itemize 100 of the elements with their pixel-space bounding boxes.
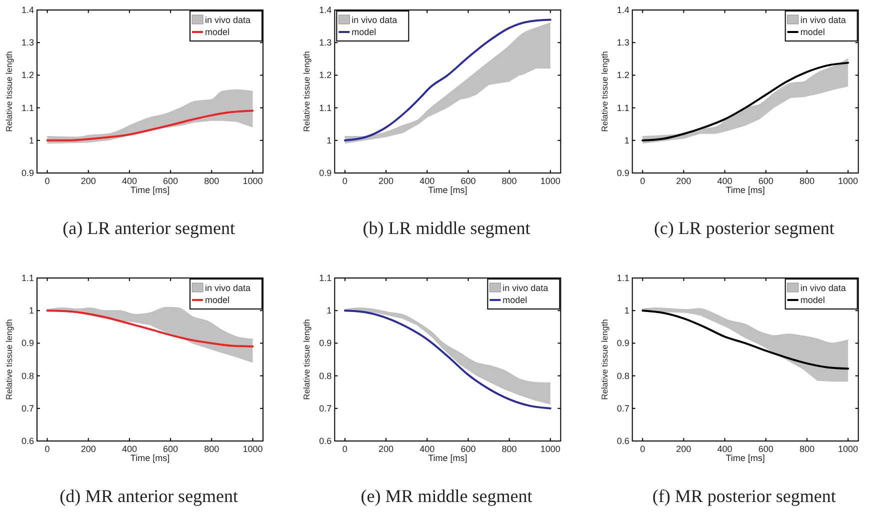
y-tick-label: 1.1 <box>616 102 630 113</box>
x-tick-label: 0 <box>342 444 348 454</box>
x-tick-label: 0 <box>44 176 50 186</box>
y-tick-label: 1 <box>326 306 332 316</box>
y-tick-label: 0.8 <box>616 370 630 381</box>
x-tick-label: 800 <box>799 176 814 186</box>
legend-label: model <box>502 295 528 305</box>
x-axis-title: Time [ms] <box>726 453 765 463</box>
x-tick-label: 200 <box>676 176 692 186</box>
legend-label: in vivo data <box>800 283 846 293</box>
y-tick-label: 0.7 <box>319 403 332 414</box>
x-tick-label: 200 <box>80 444 96 454</box>
y-tick-label: 1.4 <box>21 5 34 15</box>
x-tick-label: 1000 <box>540 444 560 454</box>
x-tick-label: 800 <box>799 444 814 454</box>
y-tick-label: 1.3 <box>21 38 34 48</box>
x-tick-label: 800 <box>204 444 220 454</box>
x-tick-label: 0 <box>44 444 50 454</box>
y-tick-label: 0.9 <box>616 338 630 348</box>
y-tick-label: 1 <box>326 135 332 146</box>
y-axis-title: Relative tissue length <box>4 318 14 400</box>
x-axis-title: Time [ms] <box>428 185 468 195</box>
legend-label: in vivo data <box>502 283 548 293</box>
x-tick-label: 200 <box>676 444 692 454</box>
legend-label: model <box>352 27 376 37</box>
y-tick-label: 0.9 <box>319 338 332 348</box>
y-tick-label: 0.9 <box>616 168 630 178</box>
x-tick-label: 400 <box>420 444 435 454</box>
x-axis-title: Time [ms] <box>428 453 468 463</box>
y-tick-label: 1.4 <box>319 5 332 15</box>
x-tick-label: 800 <box>502 444 517 454</box>
text: (e) MR middle segment <box>360 486 532 506</box>
y-tick-label: 1.2 <box>616 70 630 80</box>
x-tick-label: 400 <box>717 176 732 186</box>
y-tick-label: 1.1 <box>319 273 332 283</box>
y-tick-label: 1.3 <box>319 38 332 48</box>
x-tick-label: 0 <box>640 444 646 454</box>
y-tick-label: 1.4 <box>616 5 630 15</box>
legend-label: in vivo data <box>800 15 846 25</box>
legend-label: model <box>205 27 230 37</box>
x-tick-label: 400 <box>122 444 137 454</box>
y-tick-label: 1.2 <box>319 70 332 80</box>
x-tick-label: 1000 <box>540 176 560 186</box>
x-tick-label: 600 <box>758 444 774 454</box>
y-tick-label: 0.6 <box>616 436 630 446</box>
y-tick-label: 0.9 <box>21 168 34 178</box>
x-tick-label: 600 <box>460 176 476 186</box>
legend-label: model <box>800 295 825 305</box>
y-tick-label: 0.9 <box>21 338 34 348</box>
x-tick-label: 200 <box>378 176 394 186</box>
legend-label: in vivo data <box>205 15 251 25</box>
y-tick-label: 0.8 <box>319 370 332 381</box>
y-axis-title: Relative tissue length <box>302 50 312 132</box>
y-axis-title: Relative tissue length <box>599 50 610 132</box>
legend-label: model <box>800 27 825 37</box>
line-series <box>642 310 850 370</box>
x-tick-label: 200 <box>80 176 96 186</box>
x-tick-label: 1000 <box>242 444 263 454</box>
x-tick-label: 600 <box>163 176 178 186</box>
text: (b) LR middle segment <box>362 218 530 238</box>
x-tick-label: 1000 <box>242 176 263 186</box>
text: (a) LR anterior segment <box>62 218 236 238</box>
x-tick-label: 600 <box>460 444 476 454</box>
legend-label: in vivo data <box>205 283 251 293</box>
x-axis-title: Time [ms] <box>726 185 765 195</box>
legend-label: model <box>205 295 230 305</box>
x-tick-label: 600 <box>163 444 178 454</box>
y-tick-label: 0.8 <box>21 370 34 381</box>
x-axis-title: Time [ms] <box>130 185 170 195</box>
x-tick-label: 800 <box>502 176 517 186</box>
text: (c) LR posterior segment <box>654 218 834 238</box>
x-axis-title: Time [ms] <box>130 453 170 463</box>
y-tick-label: 1 <box>28 135 34 146</box>
legend-label: in vivo data <box>352 15 398 25</box>
y-tick-label: 0.6 <box>319 436 332 446</box>
x-tick-label: 400 <box>122 176 137 186</box>
line-series <box>46 110 254 142</box>
y-axis-title: Relative tissue length <box>302 318 312 400</box>
y-tick-label: 0.6 <box>21 436 34 446</box>
y-tick-label: 0.7 <box>616 403 630 414</box>
x-tick-label: 600 <box>758 176 774 186</box>
y-tick-label: 1 <box>624 306 630 316</box>
x-tick-label: 800 <box>204 176 220 186</box>
y-tick-label: 1.1 <box>21 102 34 113</box>
x-tick-label: 0 <box>342 176 348 186</box>
y-tick-label: 1 <box>624 135 630 146</box>
line-series <box>46 310 254 348</box>
y-axis-title: Relative tissue length <box>599 318 610 400</box>
y-tick-label: 1.1 <box>616 273 630 283</box>
y-axis-title: Relative tissue length <box>4 50 14 132</box>
y-tick-label: 0.7 <box>21 403 34 414</box>
y-tick-label: 1.1 <box>21 273 34 283</box>
y-tick-label: 0.9 <box>319 168 332 178</box>
x-tick-label: 400 <box>420 176 435 186</box>
y-tick-label: 1 <box>28 306 34 316</box>
x-tick-label: 400 <box>717 444 732 454</box>
x-tick-label: 0 <box>640 176 646 186</box>
y-tick-label: 1.3 <box>616 38 630 48</box>
text: (f) MR posterior segment <box>652 486 836 506</box>
y-tick-label: 1.2 <box>21 70 34 80</box>
